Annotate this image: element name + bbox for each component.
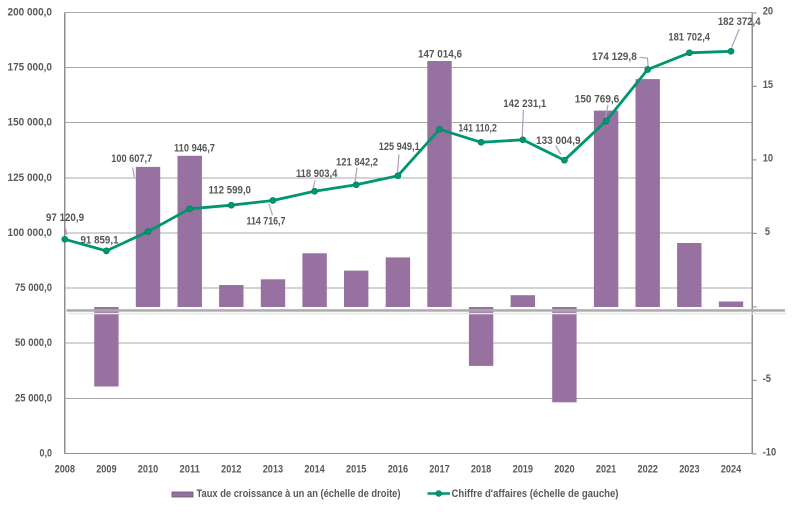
svg-text:25 000,0: 25 000,0 bbox=[15, 392, 52, 404]
svg-text:121 842,2: 121 842,2 bbox=[336, 156, 378, 168]
svg-text:112 599,0: 112 599,0 bbox=[208, 185, 251, 197]
svg-text:2022: 2022 bbox=[638, 463, 658, 475]
svg-text:2011: 2011 bbox=[180, 463, 200, 475]
svg-text:2012: 2012 bbox=[221, 463, 241, 475]
svg-text:142 231,1: 142 231,1 bbox=[503, 98, 546, 110]
svg-text:2020: 2020 bbox=[554, 463, 574, 475]
svg-text:150 769,6: 150 769,6 bbox=[575, 93, 619, 105]
svg-text:2015: 2015 bbox=[346, 463, 366, 475]
svg-text:182 372,4: 182 372,4 bbox=[718, 16, 761, 28]
svg-text:97 120,9: 97 120,9 bbox=[46, 212, 84, 224]
svg-text:15: 15 bbox=[763, 79, 773, 91]
svg-text:118 903,4: 118 903,4 bbox=[296, 168, 338, 180]
svg-text:2023: 2023 bbox=[679, 463, 699, 475]
svg-text:200 000,0: 200 000,0 bbox=[8, 6, 53, 18]
svg-text:50 000,0: 50 000,0 bbox=[15, 337, 52, 349]
svg-text:20: 20 bbox=[763, 6, 773, 18]
svg-text:2021: 2021 bbox=[596, 463, 616, 475]
svg-text:2019: 2019 bbox=[513, 463, 533, 475]
svg-text:2018: 2018 bbox=[471, 463, 491, 475]
svg-text:Taux de croissance à un an (éc: Taux de croissance à un an (échelle de d… bbox=[197, 488, 401, 500]
svg-text:141 110,2: 141 110,2 bbox=[458, 122, 497, 134]
svg-text:2024: 2024 bbox=[721, 463, 742, 475]
svg-text:2017: 2017 bbox=[429, 463, 449, 475]
svg-text:181 702,4: 181 702,4 bbox=[668, 32, 710, 44]
svg-text:174 129,8: 174 129,8 bbox=[592, 51, 637, 63]
svg-text:2013: 2013 bbox=[263, 463, 283, 475]
svg-text:125 000,0: 125 000,0 bbox=[8, 172, 53, 184]
svg-text:75 000,0: 75 000,0 bbox=[15, 282, 52, 294]
svg-text:100 607,7: 100 607,7 bbox=[111, 153, 152, 165]
svg-text:5: 5 bbox=[765, 226, 770, 238]
svg-text:2016: 2016 bbox=[388, 463, 408, 475]
svg-text:2010: 2010 bbox=[138, 463, 158, 475]
svg-text:2008: 2008 bbox=[55, 463, 75, 475]
svg-text:114 716,7: 114 716,7 bbox=[247, 216, 286, 228]
svg-text:175 000,0: 175 000,0 bbox=[8, 62, 53, 74]
svg-text:133 004,9: 133 004,9 bbox=[536, 135, 581, 147]
svg-text:100 000,0: 100 000,0 bbox=[8, 227, 53, 239]
svg-text:91 859,1: 91 859,1 bbox=[81, 234, 119, 246]
svg-text:-5: -5 bbox=[763, 373, 771, 385]
svg-text:0,0: 0,0 bbox=[40, 448, 53, 460]
svg-text:147 014,6: 147 014,6 bbox=[418, 48, 462, 60]
svg-text:125 949,1: 125 949,1 bbox=[379, 141, 420, 153]
svg-text:2014: 2014 bbox=[304, 463, 325, 475]
svg-text:10: 10 bbox=[763, 153, 773, 165]
svg-text:2009: 2009 bbox=[96, 463, 116, 475]
svg-text:150 000,0: 150 000,0 bbox=[8, 117, 53, 129]
svg-text:110 946,7: 110 946,7 bbox=[174, 143, 215, 155]
svg-text:Chiffre d'affaires (échelle de: Chiffre d'affaires (échelle de gauche) bbox=[452, 488, 619, 500]
svg-text:-10: -10 bbox=[763, 447, 777, 459]
